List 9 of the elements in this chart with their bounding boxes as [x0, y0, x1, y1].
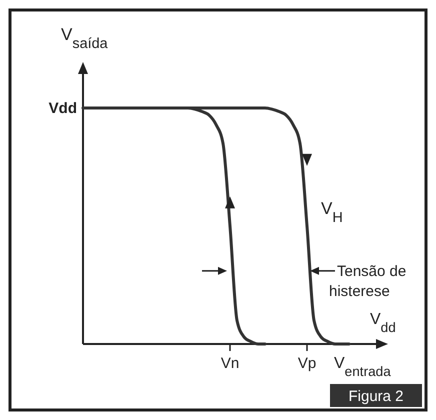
annotation: V$_{H}$: [321, 199, 343, 226]
y-axis-title: V$_{saída}$: [61, 25, 109, 52]
annotation: V$_{dd}$: [370, 311, 396, 334]
text: Vdd: [48, 100, 77, 117]
x-tick-label: Vp: [298, 355, 316, 372]
x-axis-title: V$_{entrada}$: [334, 355, 392, 378]
text: Figura 2: [348, 388, 404, 405]
x-tick-label: Vn: [220, 355, 240, 372]
annotation: Tensão de histerese: [329, 262, 406, 300]
